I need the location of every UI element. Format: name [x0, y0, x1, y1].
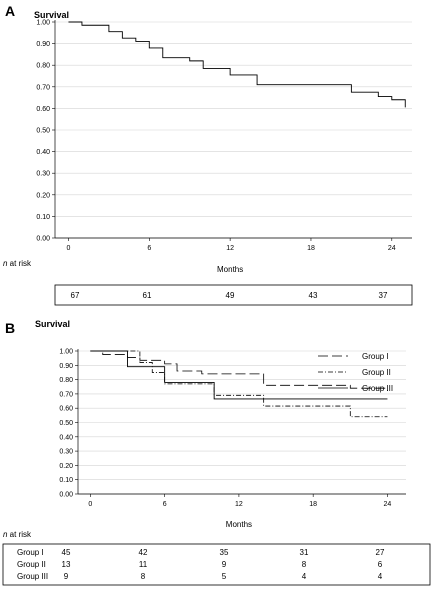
x-tick-label: 0 [67, 245, 71, 252]
series-line-group-i [90, 350, 388, 392]
x-tick-label: 24 [388, 245, 396, 252]
risk-table-title: n at risk [3, 259, 32, 268]
panel-b: B Survival 0.00 0.10 0.20 0.30 0.40 0.50 0.60 0.7… [2, 319, 431, 586]
x-tick-label: 12 [235, 501, 243, 508]
legend-entry: Group III [362, 384, 393, 393]
y-tick-label: 0.60 [36, 106, 50, 113]
risk-value: 35 [220, 548, 229, 557]
y-tick-label: 0.00 [59, 492, 73, 499]
y-tick-label: 0.10 [59, 477, 73, 484]
risk-value: 43 [309, 291, 318, 300]
x-tick-label: 12 [226, 245, 234, 252]
y-tick-label: 1.00 [59, 349, 73, 356]
risk-value: 11 [139, 560, 148, 569]
y-tick-label: 0.50 [59, 420, 73, 427]
risk-value: 49 [226, 291, 235, 300]
x-axis-label: Months [217, 265, 243, 274]
panel-letter: B [5, 320, 15, 336]
y-tick-label: 0.80 [59, 377, 73, 384]
series-line-group-ii [90, 350, 388, 418]
y-axis-label: Survival [34, 10, 69, 20]
risk-value: 27 [376, 548, 385, 557]
y-tick-label: 0.90 [59, 363, 73, 370]
legend-entry: Group I [362, 352, 389, 361]
y-axis-label: Survival [35, 319, 70, 329]
y-tick-label: 0.10 [36, 214, 50, 221]
risk-value: 61 [143, 291, 152, 300]
y-tick-label: 0.70 [36, 84, 50, 91]
risk-value: 5 [222, 572, 227, 581]
y-tick-label: 0.00 [36, 236, 50, 243]
risk-value: 8 [141, 572, 146, 581]
y-tick-label: 0.40 [36, 149, 50, 156]
y-tick-label: 0.20 [36, 192, 50, 199]
x-tick-label: 18 [309, 501, 317, 508]
y-tick-label: 0.30 [59, 449, 73, 456]
y-tick-label: 0.30 [36, 171, 50, 178]
y-tick-label: 0.60 [59, 406, 73, 413]
risk-value: 42 [139, 548, 148, 557]
x-tick-label: 6 [147, 245, 151, 252]
risk-row-label: Group III [17, 572, 48, 581]
x-tick-label: 24 [384, 501, 392, 508]
panel-a: A Survival 0.00 0.10 0.20 0.30 0.40 0.50 0.60 0.7… [3, 3, 413, 306]
risk-value: 31 [300, 548, 309, 557]
risk-value: 13 [62, 560, 71, 569]
risk-value: 37 [379, 291, 388, 300]
y-tick-label: 0.80 [36, 63, 50, 70]
y-tick-label: 1.00 [36, 20, 50, 27]
risk-table-title: n at risk [3, 530, 32, 539]
y-tick-label: 0.20 [59, 463, 73, 470]
risk-table-box [2, 543, 431, 586]
y-tick-label: 0.90 [36, 41, 50, 48]
x-axis-label: Months [226, 520, 252, 529]
x-tick-label: 6 [163, 501, 167, 508]
risk-value: 9 [222, 560, 227, 569]
series-line-survival [68, 21, 406, 108]
risk-value: 4 [302, 572, 307, 581]
risk-value: 9 [64, 572, 69, 581]
x-tick-label: 0 [88, 501, 92, 508]
y-tick-label: 0.40 [59, 434, 73, 441]
legend-entry: Group II [362, 368, 391, 377]
risk-table-box [54, 284, 413, 306]
risk-value: 6 [378, 560, 383, 569]
panel-letter: A [5, 3, 15, 19]
risk-row-label: Group I [17, 548, 44, 557]
risk-value: 67 [71, 291, 80, 300]
y-tick-label: 0.50 [36, 128, 50, 135]
risk-value: 8 [302, 560, 307, 569]
y-tick-label: 0.70 [59, 391, 73, 398]
risk-value: 4 [378, 572, 383, 581]
risk-row-label: Group II [17, 560, 46, 569]
series-line-group-iii [90, 350, 388, 400]
risk-value: 45 [62, 548, 71, 557]
x-tick-label: 18 [307, 245, 315, 252]
